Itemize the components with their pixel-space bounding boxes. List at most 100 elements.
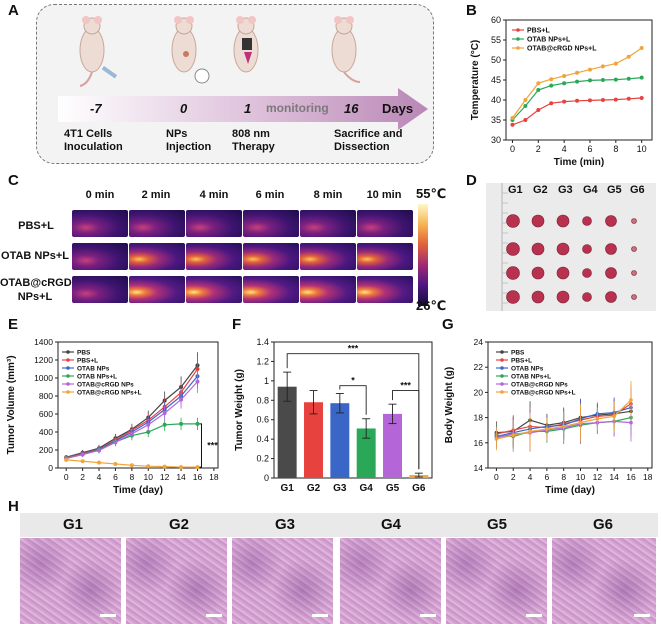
data-point xyxy=(64,457,69,462)
thermal-image xyxy=(72,210,128,237)
data-point xyxy=(146,422,151,427)
legend-marker xyxy=(66,390,70,394)
timeline-panel xyxy=(36,4,434,164)
data-point xyxy=(195,379,200,384)
data-point xyxy=(612,414,616,419)
x-axis-label: Time (day) xyxy=(545,485,595,496)
data-point xyxy=(639,96,644,100)
data-point xyxy=(639,46,644,50)
x-tick-label: G5 xyxy=(386,483,400,494)
tumor-specimen xyxy=(531,214,545,228)
plot-frame xyxy=(273,341,433,479)
x-tick-label: 16 xyxy=(626,472,636,482)
thermal-scale-max: 55℃ xyxy=(416,186,447,201)
data-point xyxy=(562,81,567,86)
x-tick-label: 8 xyxy=(613,144,618,154)
tumor-group-g6: G6 xyxy=(630,184,645,196)
tumor-specimen xyxy=(631,294,637,300)
x-tick-label: 10 xyxy=(637,144,647,154)
data-point xyxy=(626,76,631,81)
y-tick-label: 50 xyxy=(491,55,501,65)
histology-image xyxy=(232,538,333,624)
temperature-chart: 0 2 4 6 8 10 30 35 40 45 50 55 60 Time (min) Temperatu… xyxy=(470,15,653,168)
y-tick-label: 600 xyxy=(39,409,53,419)
thermal-image xyxy=(186,210,242,237)
timeline-days-label: Days xyxy=(382,101,414,116)
panel-label-d: D xyxy=(466,172,477,189)
histology-image xyxy=(446,538,547,624)
y-tick-label: 40 xyxy=(491,95,501,105)
data-point xyxy=(600,64,605,69)
legend-entry: OTAB NPs+L xyxy=(527,37,571,44)
tumor-specimen xyxy=(631,246,637,252)
legend-entry: OTAB@cRGD NPs+L xyxy=(77,390,142,397)
histology-image xyxy=(126,538,227,624)
scale-bar xyxy=(312,614,328,617)
data-point xyxy=(162,411,167,416)
panel-label-a: A xyxy=(8,2,19,19)
x-tick-label: 4 xyxy=(562,144,567,154)
timeline-day-0: 0 xyxy=(180,101,188,116)
significance-label: *** xyxy=(400,381,411,391)
legend-marker xyxy=(500,390,504,394)
significance-label: *** xyxy=(207,441,218,451)
tumor-specimen xyxy=(506,242,520,256)
tumor-photo-art xyxy=(501,183,637,311)
data-point xyxy=(80,452,85,457)
legend-marker xyxy=(500,366,504,370)
tumor-specimen xyxy=(631,270,637,276)
mouse-icon xyxy=(171,16,210,84)
legend-marker xyxy=(500,374,504,378)
histology-image xyxy=(552,538,656,624)
thermal-scale-min: 26℃ xyxy=(416,298,447,313)
legend-marker xyxy=(66,358,70,362)
bar xyxy=(330,403,350,478)
tumor-specimen xyxy=(506,266,520,280)
data-point xyxy=(545,427,549,431)
x-tick-label: 4 xyxy=(528,472,533,482)
plot-frame xyxy=(487,341,653,469)
legend-marker xyxy=(66,374,70,378)
data-point xyxy=(510,122,515,127)
mouse-icon xyxy=(233,16,259,73)
data-point xyxy=(626,54,631,59)
significance-bracket xyxy=(199,423,202,468)
data-point xyxy=(626,96,631,101)
data-point xyxy=(575,98,580,103)
data-point xyxy=(129,431,134,436)
tumor-specimen xyxy=(582,292,592,302)
data-point xyxy=(536,81,541,86)
scale-bar xyxy=(634,614,650,617)
data-point xyxy=(575,79,580,84)
x-tick-label: 6 xyxy=(113,472,118,482)
panel-label-f: F xyxy=(232,316,242,333)
x-tick-label: 4 xyxy=(97,472,102,482)
tumor-specimen xyxy=(506,214,520,228)
legend-entry: PBS+L xyxy=(77,358,98,365)
legend-entry: OTAB@cRGD NPs xyxy=(511,382,568,389)
tumor-specimen xyxy=(556,266,570,280)
y-axis-label: Tumor Weight (g) xyxy=(234,369,245,451)
histology-image xyxy=(20,538,121,624)
data-point xyxy=(549,83,554,88)
data-point xyxy=(613,77,618,82)
histology-label-g5: G5 xyxy=(486,516,507,533)
data-point xyxy=(562,74,567,78)
x-tick-label: 12 xyxy=(593,472,603,482)
data-point xyxy=(613,97,618,102)
legend-entry: PBS+L xyxy=(511,358,532,365)
y-tick-label: 1400 xyxy=(34,337,53,347)
x-axis-label: Time (day) xyxy=(113,485,163,496)
panel-label-e: E xyxy=(8,316,19,333)
thermal-row-label-0: PBS+L xyxy=(18,220,54,232)
thermal-image xyxy=(357,210,413,237)
y-tick-label: 0.4 xyxy=(256,434,269,444)
significance-bracket xyxy=(392,390,420,470)
data-point xyxy=(549,77,554,82)
tumor-specimen xyxy=(531,290,545,304)
data-point xyxy=(523,104,528,108)
data-point xyxy=(587,78,592,83)
y-tick-label: 30 xyxy=(491,135,501,145)
x-tick-label: G2 xyxy=(307,483,321,494)
